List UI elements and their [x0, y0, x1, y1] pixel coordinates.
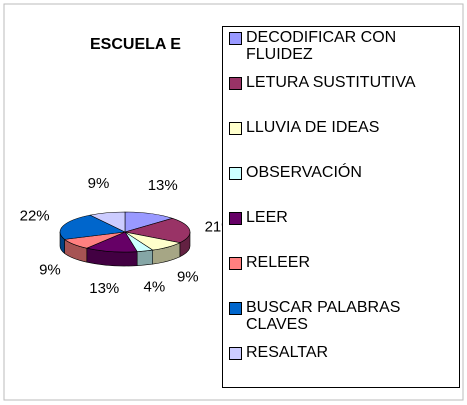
data-label: 9% [88, 175, 110, 192]
legend-item: LLUVIA DE IDEAS [229, 119, 453, 164]
legend-swatch [229, 77, 242, 90]
legend: DECODIFICAR CON FLUIDEZ LETURA SUSTITUTIV… [222, 26, 460, 388]
legend-item: LETURA SUSTITUTIVA [229, 74, 453, 119]
legend-swatch [229, 212, 242, 225]
slice [89, 211, 126, 233]
data-label: 9% [177, 268, 199, 285]
legend-label: LEER [246, 209, 288, 226]
legend-swatch [229, 257, 242, 270]
slice-side [136, 249, 153, 266]
legend-item: OBSERVACIÓN [229, 164, 453, 209]
data-label: 22% [20, 208, 50, 225]
legend-item: RELEER [229, 254, 453, 299]
legend-label: BUSCAR PALABRAS CLAVES [246, 299, 401, 333]
legend-swatch [229, 122, 242, 135]
legend-label: OBSERVACIÓN [246, 164, 362, 181]
legend-label: RELEER [246, 254, 311, 271]
legend-swatch [229, 302, 242, 315]
legend-label: DECODIFICAR CON FLUIDEZ [246, 29, 397, 63]
legend-label: LETURA SUSTITUTIVA [246, 74, 416, 91]
legend-swatch [229, 347, 242, 360]
data-label: 13% [148, 177, 178, 194]
slice [59, 214, 127, 240]
legend-item: LEER [229, 209, 453, 254]
chart-title: ESCUELA E [90, 36, 181, 53]
legend-item: RESALTAR [229, 344, 453, 389]
legend-item: DECODIFICAR CON FLUIDEZ [229, 29, 453, 74]
legend-label: LLUVIA DE IDEAS [246, 119, 380, 136]
slice [124, 217, 191, 244]
legend-item: BUSCAR PALABRAS CLAVES [229, 299, 453, 344]
legend-label: RESALTAR [246, 344, 329, 361]
data-label: 4% [144, 279, 166, 296]
data-label: 9% [39, 262, 61, 279]
legend-swatch [229, 32, 242, 45]
legend-swatch [229, 167, 242, 180]
data-label: 13% [89, 280, 119, 297]
